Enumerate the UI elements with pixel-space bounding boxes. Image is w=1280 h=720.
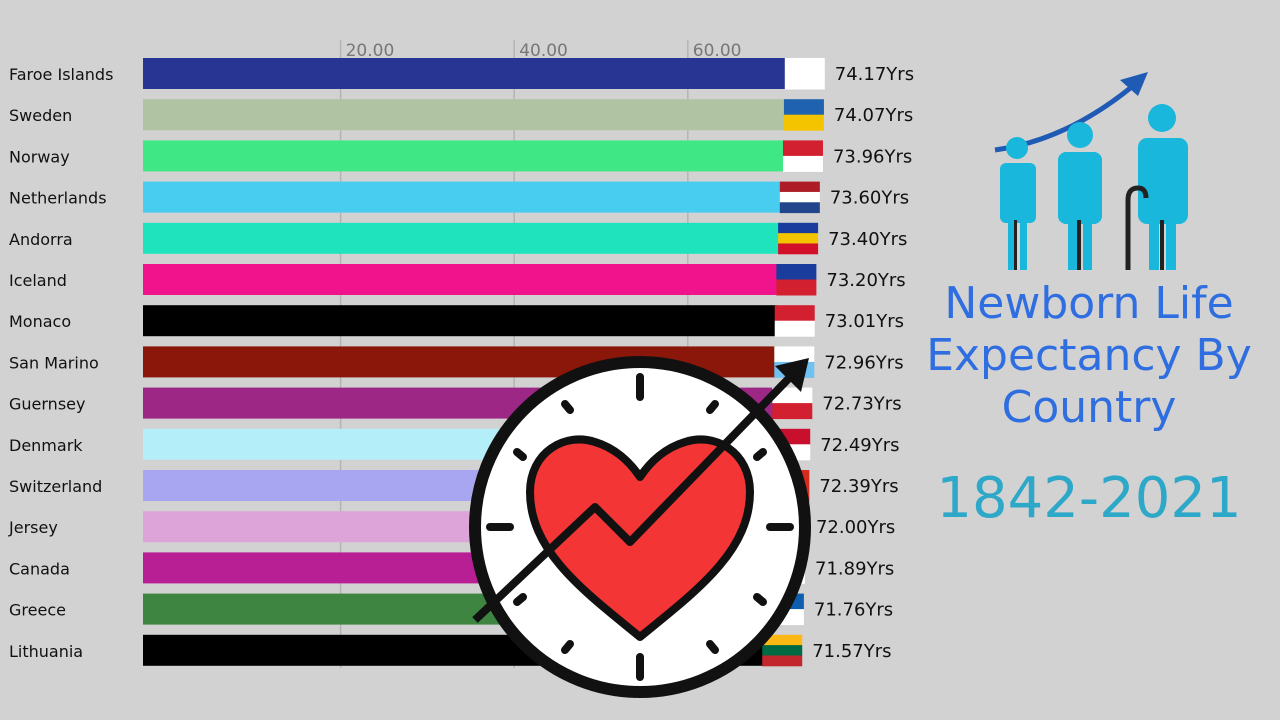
bar bbox=[143, 99, 786, 131]
flag-stripe bbox=[783, 99, 824, 116]
value-label: 73.60Yrs bbox=[830, 188, 909, 209]
value-label: 73.40Yrs bbox=[828, 229, 907, 250]
chart-title: Newborn Life Expectancy By Country bbox=[926, 278, 1252, 433]
value-label: 71.57Yrs bbox=[812, 641, 891, 662]
flag-stripe bbox=[762, 645, 803, 656]
category-label: Sweden bbox=[9, 106, 72, 125]
flag-stripe bbox=[776, 279, 817, 296]
flag-stripe bbox=[783, 114, 824, 131]
value-label: 73.20Yrs bbox=[826, 270, 905, 291]
category-label: Norway bbox=[9, 147, 70, 166]
category-label: Iceland bbox=[9, 271, 67, 290]
bar bbox=[143, 58, 787, 89]
labels-layer: Faroe Islands 74.17Yrs Sweden 74.07Yrs Norwa… bbox=[8, 64, 914, 662]
category-label: Faroe Islands bbox=[9, 65, 113, 84]
flag-stripe bbox=[776, 264, 817, 280]
value-label: 72.00Yrs bbox=[816, 517, 895, 538]
value-label: 73.01Yrs bbox=[825, 311, 904, 332]
flag-stripe bbox=[774, 320, 815, 337]
category-label: Canada bbox=[9, 559, 70, 578]
category-label: Netherlands bbox=[9, 189, 107, 208]
flag-stripe bbox=[778, 243, 819, 255]
flag-stripe bbox=[762, 634, 803, 646]
category-label: San Marino bbox=[9, 353, 99, 372]
year-range: 1842-2021 bbox=[936, 466, 1242, 531]
flag-stripe bbox=[778, 233, 819, 244]
bar bbox=[143, 305, 777, 337]
flag-stripe bbox=[762, 655, 803, 667]
bar bbox=[143, 181, 782, 213]
bar bbox=[143, 140, 785, 172]
flag-stripe bbox=[784, 58, 825, 74]
category-label: Monaco bbox=[9, 312, 71, 331]
value-label: 73.96Yrs bbox=[833, 146, 912, 167]
x-tick-label: 40.00 bbox=[519, 41, 568, 61]
value-label: 74.07Yrs bbox=[834, 105, 913, 126]
flag-stripe bbox=[772, 403, 813, 420]
flag-stripe bbox=[782, 155, 823, 172]
flag-stripe bbox=[774, 305, 815, 322]
category-label: Guernsey bbox=[9, 395, 85, 414]
heart-clock-icon bbox=[469, 356, 811, 698]
flag-stripe bbox=[774, 346, 815, 363]
flag-stripe bbox=[779, 181, 820, 193]
value-label: 72.73Yrs bbox=[822, 394, 901, 415]
bar bbox=[143, 264, 779, 295]
flag-stripe bbox=[779, 191, 820, 203]
people-growth-icon bbox=[994, 72, 1188, 270]
flag-stripe bbox=[772, 387, 813, 404]
category-label: Andorra bbox=[9, 230, 73, 249]
category-label: Denmark bbox=[9, 436, 83, 455]
flag-stripe bbox=[779, 202, 820, 214]
x-tick-label: 20.00 bbox=[346, 41, 395, 61]
flag-stripe bbox=[782, 140, 823, 157]
value-label: 71.76Yrs bbox=[814, 600, 893, 621]
value-label: 72.96Yrs bbox=[824, 352, 903, 373]
category-label: Jersey bbox=[8, 518, 58, 537]
category-label: Lithuania bbox=[9, 642, 83, 661]
flag-stripe bbox=[784, 73, 825, 90]
category-label: Switzerland bbox=[9, 477, 102, 496]
value-label: 72.49Yrs bbox=[820, 435, 899, 456]
flag-stripe bbox=[778, 222, 819, 234]
category-label: Greece bbox=[9, 601, 66, 620]
value-label: 72.39Yrs bbox=[819, 476, 898, 497]
value-label: 71.89Yrs bbox=[815, 558, 894, 579]
value-label: 74.17Yrs bbox=[835, 64, 914, 85]
bar bbox=[143, 222, 781, 254]
x-tick-label: 60.00 bbox=[693, 41, 742, 61]
